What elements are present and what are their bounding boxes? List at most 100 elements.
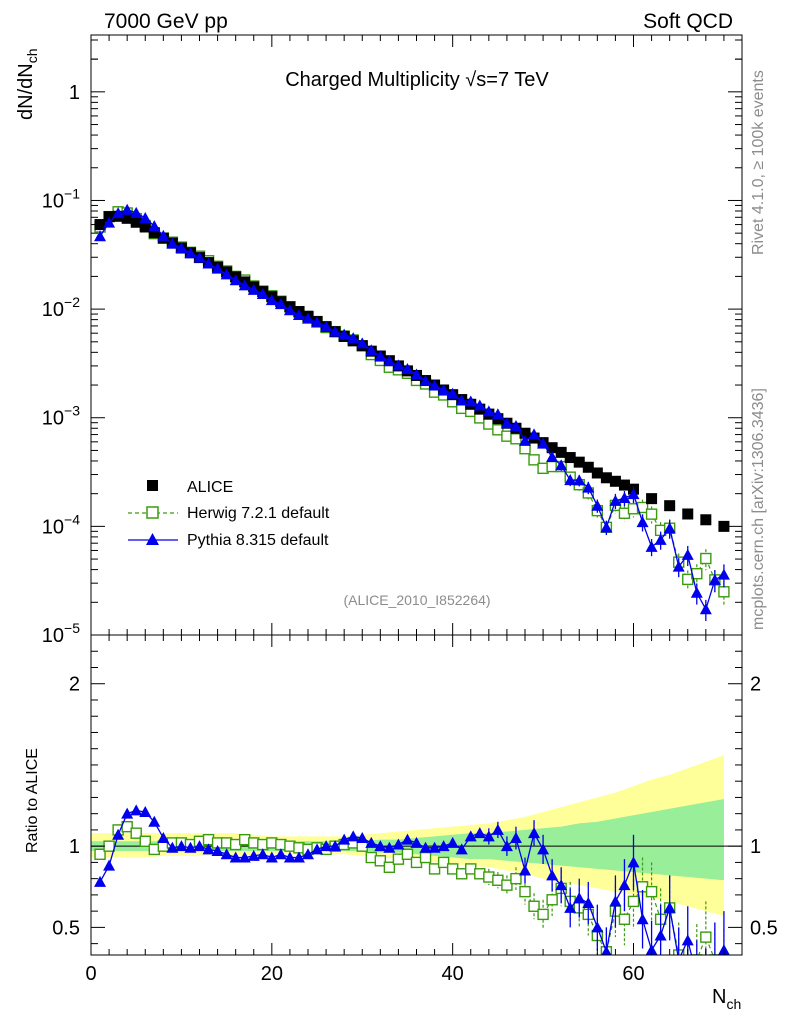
legend-herwig-label: Herwig 7.2.1 default — [187, 505, 330, 522]
pythia-main-point — [627, 488, 640, 500]
pythia-ratio-point — [500, 840, 513, 852]
pythia-main-point — [229, 274, 242, 286]
ratio-frame — [90, 634, 743, 956]
pythia-main-point — [537, 437, 550, 449]
x-axis-label-main: N — [712, 986, 726, 1008]
pythia-main-point — [347, 332, 360, 344]
pythia-main-point — [256, 287, 269, 299]
x-axis-label-sub: ch — [726, 996, 741, 1012]
ratio-tick-label-left: 0.5 — [52, 917, 80, 939]
y-tick-label-exp: −2 — [64, 294, 80, 310]
pythia-main-point — [464, 395, 477, 407]
herwig-ratio-point — [700, 931, 712, 943]
main-panel: 10−510−410−310−210−11 Charged Multiplici… — [15, 34, 743, 647]
ratio-series — [94, 804, 730, 989]
pythia-ratio-point — [112, 828, 125, 840]
y-tick-label-main: 10−3 — [42, 403, 80, 430]
pythia-main-point — [356, 337, 369, 349]
pythia-main-point — [600, 521, 613, 533]
legend-alice-label: ALICE — [187, 479, 233, 496]
pythia-main-point — [645, 540, 658, 552]
alice-point — [682, 508, 694, 520]
x-tick-label: 60 — [622, 963, 644, 985]
pythia-ratio-point — [365, 836, 378, 848]
ratio-tick-label-right: 2 — [750, 674, 761, 696]
herwig-ratio-point — [519, 885, 531, 898]
herwig-ratio-point — [645, 885, 658, 898]
pythia-main-point — [220, 268, 233, 280]
pythia-ratio-point — [256, 848, 269, 860]
herwig-ratio-point — [709, 954, 721, 955]
herwig-main-point — [645, 508, 658, 520]
pythia-main-point — [292, 308, 305, 320]
pythia-ratio-point — [528, 827, 541, 839]
pythia-ratio-point — [292, 851, 305, 863]
x-tick-label: 0 — [85, 963, 96, 985]
pythia-ratio-point — [356, 832, 369, 844]
pythia-main-point — [302, 312, 314, 324]
pythia-ratio-point — [419, 841, 432, 853]
y-tick-label-exp: −3 — [64, 403, 80, 419]
pythia-ratio-point — [265, 851, 278, 863]
pythia-ratio-point — [338, 833, 351, 845]
pythia-main-point — [717, 568, 730, 580]
pythia-ratio-point — [401, 833, 414, 845]
pythia-ratio-point — [311, 843, 324, 855]
pythia-main-point — [708, 573, 721, 585]
pythia-main-point — [247, 283, 260, 295]
alice-point — [582, 461, 594, 473]
pythia-ratio-point — [700, 978, 712, 989]
pythia-main-point — [473, 399, 486, 411]
pythia-main-point — [564, 474, 577, 486]
y-tick-label-main: 10−2 — [42, 294, 80, 321]
pythia-main-point — [428, 379, 441, 391]
pythia-ratio-point — [103, 859, 116, 871]
pythia-ratio-point — [519, 864, 531, 876]
legend-alice-marker — [147, 480, 158, 491]
ratio-y-axis-label: Ratio to ALICE — [24, 748, 41, 853]
alice-point — [148, 227, 160, 239]
y-tick-label-base: 10 — [42, 516, 64, 538]
herwig-ratio-point — [528, 900, 540, 912]
pythia-main-point — [654, 533, 667, 545]
y-tick-label-main: 1 — [69, 82, 80, 104]
pythia-ratio-point — [437, 840, 450, 852]
pythia-main-point — [519, 434, 531, 446]
alice-point — [103, 211, 115, 223]
pythia-ratio-point — [193, 840, 206, 852]
y-tick-label-base: 1 — [69, 82, 80, 104]
herwig-ratio-point — [537, 908, 549, 921]
pythia-main-point — [112, 207, 125, 219]
herwig-ratio-point — [683, 963, 693, 973]
pythia-main-point — [419, 375, 432, 387]
main-plot-area — [91, 35, 742, 635]
pythia-main-point — [329, 325, 342, 337]
pythia-ratio-point — [482, 830, 495, 842]
pythia-main-point — [139, 211, 152, 223]
legend: ALICE Herwig 7.2.1 default Pythia 8.315 … — [128, 479, 330, 549]
pythia-ratio-point — [139, 806, 152, 818]
legend-herwig-marker — [146, 506, 159, 519]
pythia-ratio-point — [491, 823, 504, 835]
alice-point — [618, 479, 630, 491]
pythia-main-point — [437, 384, 450, 396]
pythia-ratio-point — [220, 848, 233, 860]
herwig-main-point — [700, 552, 712, 565]
pythia-ratio-point — [654, 929, 667, 941]
y-tick-label-base: 10 — [42, 625, 64, 647]
pythia-ratio-point — [130, 804, 143, 816]
herwig-ratio-point — [419, 851, 432, 864]
herwig-ratio-point — [691, 954, 703, 955]
pythia-ratio-point — [247, 849, 260, 861]
x-tick-label: 40 — [442, 963, 464, 985]
pythia-main-point — [410, 368, 423, 380]
alice-point — [600, 472, 612, 484]
header-left: 7000 GeV pp — [104, 10, 228, 33]
y-tick-label-base: 10 — [42, 299, 64, 321]
pythia-main-point — [283, 304, 296, 316]
pythia-ratio-point — [211, 845, 224, 857]
herwig-main-point — [528, 454, 540, 466]
pythia-ratio-point — [446, 836, 459, 848]
pythia-ratio-point — [564, 901, 577, 913]
